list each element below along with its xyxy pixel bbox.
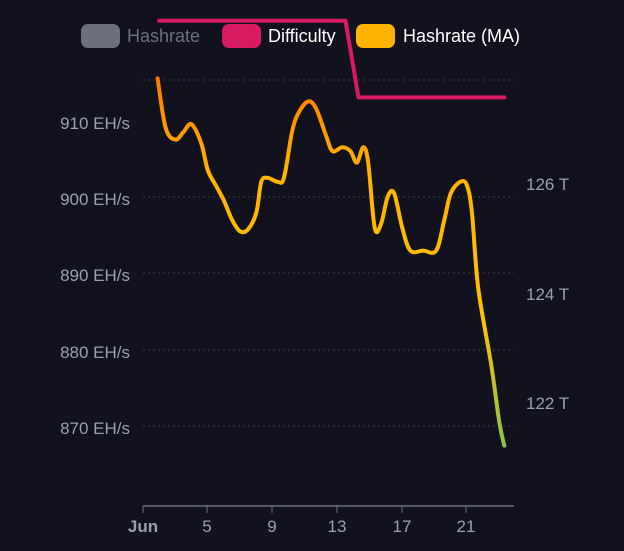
y-axis-left: 910 EH/s 900 EH/s 890 EH/s 880 EH/s 870 … [60, 114, 130, 438]
legend-item-hashrate[interactable]: Hashrate [81, 24, 200, 48]
hashrate-ma-series-line [155, 76, 507, 448]
legend-item-hashrate-ma[interactable]: Hashrate (MA) [356, 24, 520, 48]
legend-swatch-hashrate [81, 24, 120, 48]
legend-item-difficulty[interactable]: Difficulty [222, 24, 336, 48]
y-right-tick-label: 126 T [526, 175, 569, 194]
y-tick-label: 890 EH/s [60, 266, 130, 285]
y-tick-label: 900 EH/s [60, 190, 130, 209]
gridlines [143, 79, 514, 427]
x-tick-label: 17 [393, 517, 412, 536]
y-right-tick-label: 124 T [526, 285, 569, 304]
legend-label-hashrate-ma: Hashrate (MA) [403, 26, 520, 46]
y-tick-label: 880 EH/s [60, 343, 130, 362]
y-axis-right: 126 T 124 T 122 T [526, 175, 569, 413]
difficulty-series-line [157, 18, 507, 100]
legend-label-hashrate: Hashrate [127, 26, 200, 46]
y-tick-label: 910 EH/s [60, 114, 130, 133]
legend-swatch-difficulty [222, 24, 261, 48]
legend-swatch-hashrate-ma [356, 24, 395, 48]
x-tick-label: 13 [328, 517, 347, 536]
y-tick-label: 870 EH/s [60, 419, 130, 438]
legend: Hashrate Difficulty Hashrate (MA) [81, 24, 520, 48]
y-right-tick-label: 122 T [526, 394, 569, 413]
x-tick-label: 21 [457, 517, 476, 536]
legend-label-difficulty: Difficulty [268, 26, 336, 46]
x-tick-label: Jun [128, 517, 158, 536]
x-tick-label: 5 [202, 517, 211, 536]
x-tick-label: 9 [267, 517, 276, 536]
x-axis: Jun 5 9 13 17 21 [128, 506, 476, 536]
